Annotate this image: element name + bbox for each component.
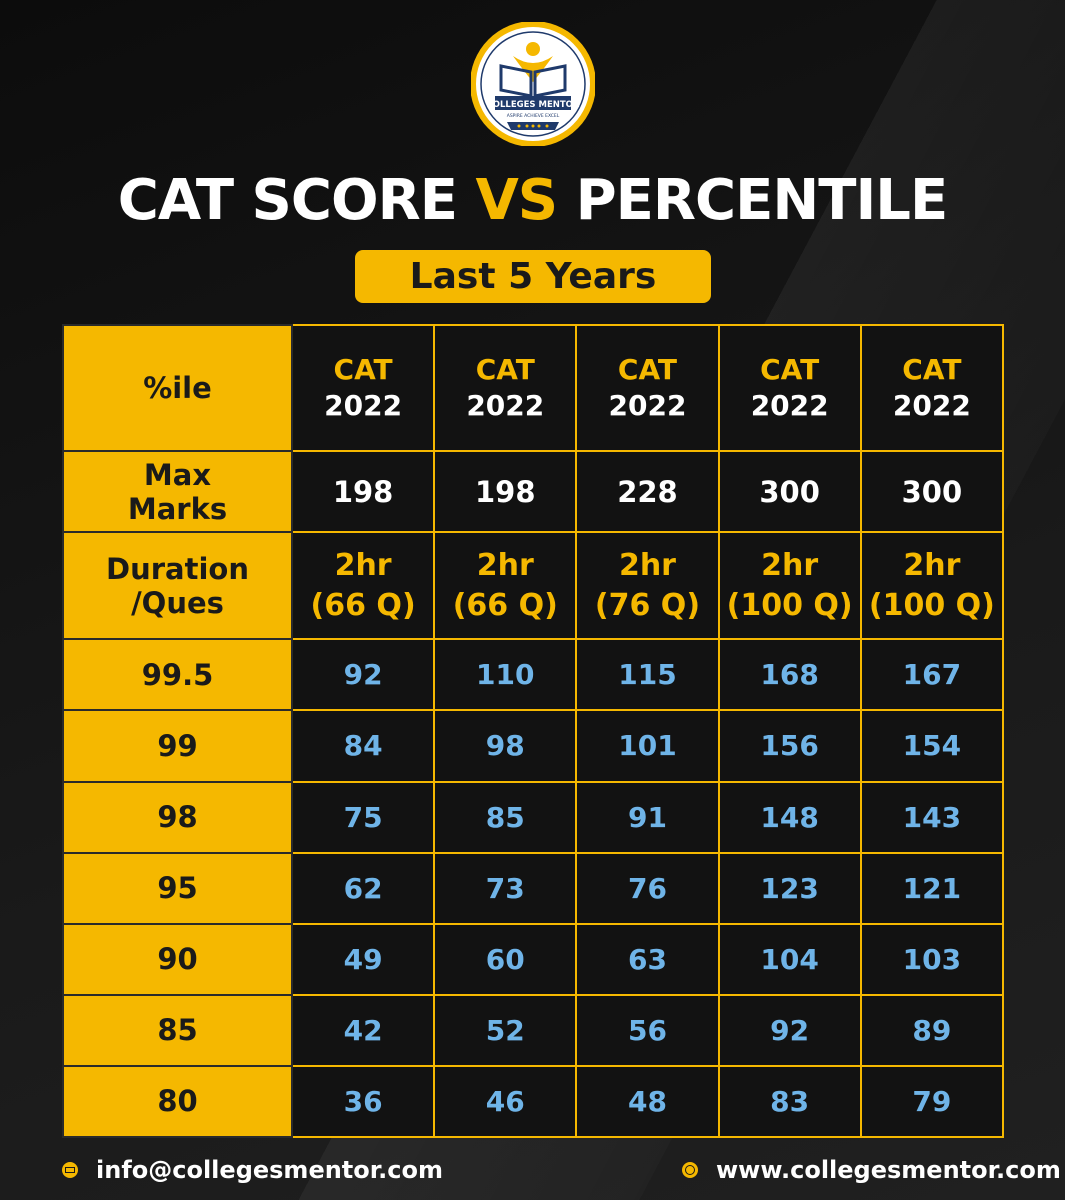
score-cell: 83 <box>717 1064 862 1139</box>
duration-cell: 2hr (100 Q) <box>859 531 1005 641</box>
percentile-cell: 99.5 <box>62 638 293 712</box>
score-cell: 115 <box>575 638 720 712</box>
percentile-cell: 99 <box>62 709 293 783</box>
duration-cell: 2hr (76 Q) <box>575 531 720 641</box>
table-row: 98 75 85 91 148 143 <box>62 780 1005 854</box>
table-row: 80 36 46 48 83 79 <box>62 1064 1005 1139</box>
max-marks-label: Max Marks <box>62 450 293 534</box>
subtitle-badge: Last 5 Years <box>355 250 711 303</box>
mail-icon <box>62 1162 78 1178</box>
title-part1: CAT SCORE <box>117 168 476 233</box>
column-header: CAT 2022 <box>575 323 720 453</box>
percentile-cell: 80 <box>62 1064 293 1139</box>
header-row: %ile CAT 2022 CAT 2022 CAT 2022 CAT 2022 CAT… <box>62 323 1005 453</box>
score-cell: 123 <box>717 851 862 925</box>
max-marks-cell: 198 <box>290 450 436 534</box>
duration-label: Duration/Ques <box>62 531 293 641</box>
score-cell: 91 <box>575 780 720 854</box>
column-header: CAT 2022 <box>717 323 862 453</box>
score-cell: 98 <box>433 709 578 783</box>
score-cell: 42 <box>290 993 436 1067</box>
table-row: 99 84 98 101 156 154 <box>62 709 1005 783</box>
logo-text: COLLEGES MENTOR <box>487 100 580 110</box>
score-cell: 73 <box>433 851 578 925</box>
score-cell: 84 <box>290 709 436 783</box>
score-cell: 168 <box>717 638 862 712</box>
score-cell: 76 <box>575 851 720 925</box>
max-marks-cell: 300 <box>859 450 1005 534</box>
table-row: 99.5 92 110 115 168 167 <box>62 638 1005 712</box>
max-marks-cell: 300 <box>717 450 862 534</box>
score-cell: 154 <box>859 709 1005 783</box>
duration-cell: 2hr (66 Q) <box>290 531 436 641</box>
percentile-cell: 85 <box>62 993 293 1067</box>
score-cell: 56 <box>575 993 720 1067</box>
max-marks-row: Max Marks 198 198 228 300 300 <box>62 450 1005 534</box>
percentile-cell: 90 <box>62 922 293 996</box>
colleges-mentor-logo: COLLEGES MENTOR ASPIRE ACHIEVE EXCEL <box>471 22 595 146</box>
score-cell: 143 <box>859 780 1005 854</box>
score-cell: 103 <box>859 922 1005 996</box>
score-cell: 60 <box>433 922 578 996</box>
column-header: CAT 2022 <box>859 323 1005 453</box>
title-part2: PERCENTILE <box>557 168 949 233</box>
table-row: 85 42 52 56 92 89 <box>62 993 1005 1067</box>
duration-cell: 2hr (66 Q) <box>433 531 578 641</box>
score-cell: 75 <box>290 780 436 854</box>
title-vs: VS <box>475 168 558 233</box>
table-row: 95 62 73 76 123 121 <box>62 851 1005 925</box>
score-cell: 101 <box>575 709 720 783</box>
score-cell: 121 <box>859 851 1005 925</box>
score-cell: 46 <box>433 1064 578 1139</box>
duration-row: Duration/Ques 2hr (66 Q) 2hr (66 Q) 2hr (76… <box>62 531 1005 641</box>
score-cell: 89 <box>859 993 1005 1067</box>
score-cell: 148 <box>717 780 862 854</box>
email-text[interactable]: info@collegesmentor.com <box>96 1156 444 1184</box>
max-marks-cell: 198 <box>433 450 578 534</box>
score-cell: 48 <box>575 1064 720 1139</box>
score-cell: 85 <box>433 780 578 854</box>
corner-label: %ile <box>62 323 293 453</box>
table-row: 90 49 60 63 104 103 <box>62 922 1005 996</box>
score-cell: 36 <box>290 1064 436 1139</box>
score-cell: 49 <box>290 922 436 996</box>
globe-icon <box>682 1162 698 1178</box>
score-cell: 63 <box>575 922 720 996</box>
score-cell: 92 <box>290 638 436 712</box>
column-header: CAT 2022 <box>433 323 578 453</box>
score-cell: 104 <box>717 922 862 996</box>
duration-cell: 2hr (100 Q) <box>717 531 862 641</box>
page-title: CAT SCORE VS PERCENTILE <box>0 168 1065 233</box>
score-cell: 52 <box>433 993 578 1067</box>
score-cell: 62 <box>290 851 436 925</box>
logo-tagline: ASPIRE ACHIEVE EXCEL <box>507 113 560 119</box>
score-cell: 92 <box>717 993 862 1067</box>
max-marks-cell: 228 <box>575 450 720 534</box>
score-cell: 167 <box>859 638 1005 712</box>
footer-website[interactable]: www.collegesmentor.com <box>682 1150 1061 1190</box>
percentile-cell: 98 <box>62 780 293 854</box>
score-percentile-table: %ile CAT 2022 CAT 2022 CAT 2022 CAT 2022 CAT… <box>62 323 1005 1139</box>
score-cell: 79 <box>859 1064 1005 1139</box>
score-cell: 156 <box>717 709 862 783</box>
website-text[interactable]: www.collegesmentor.com <box>716 1156 1061 1184</box>
footer-email[interactable]: info@collegesmentor.com <box>62 1150 443 1190</box>
percentile-cell: 95 <box>62 851 293 925</box>
score-cell: 110 <box>433 638 578 712</box>
column-header: CAT 2022 <box>290 323 436 453</box>
